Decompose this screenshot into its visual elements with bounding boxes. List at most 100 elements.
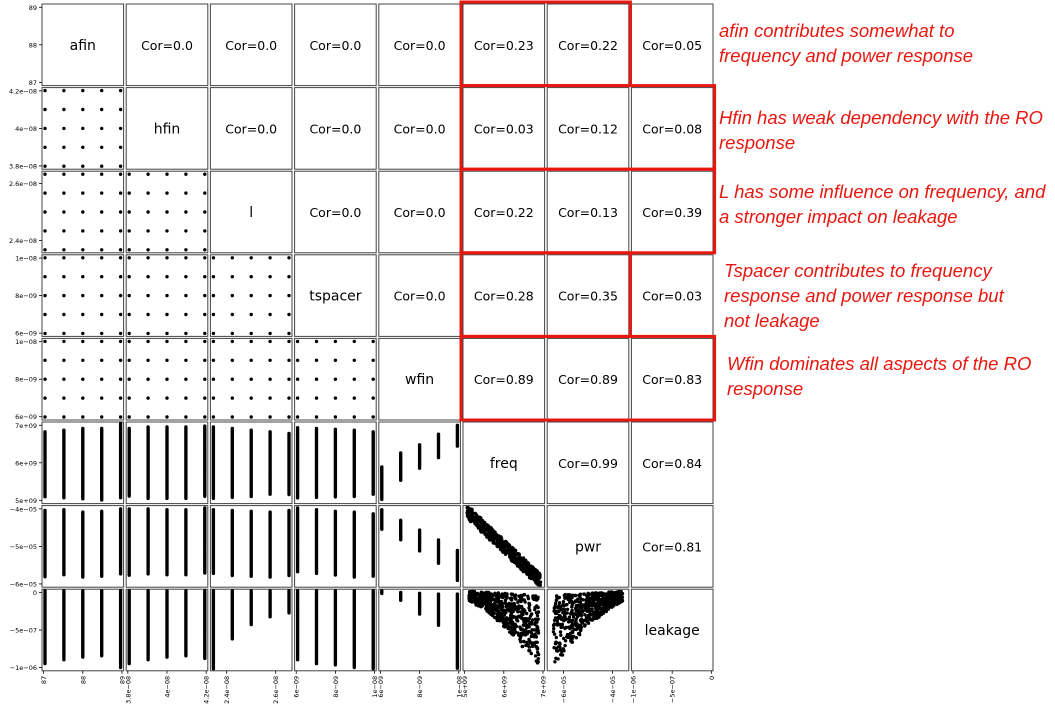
grid-point (81, 331, 85, 336)
grid-point (146, 172, 150, 176)
grid-point (371, 415, 375, 419)
grid-point (146, 331, 150, 336)
grid-point (211, 396, 216, 400)
grid-point (268, 331, 272, 336)
panel-frame (462, 421, 546, 505)
freq-leakage-point (509, 604, 513, 609)
grid-point (352, 377, 356, 381)
stripe-point (146, 496, 150, 501)
freq-pwr-point (489, 531, 493, 535)
grid-point (230, 256, 234, 260)
panel-frame (125, 3, 209, 87)
grid-point (249, 377, 253, 381)
stripe-point (211, 496, 216, 501)
correlation-label: Cor=0.0 (309, 205, 361, 220)
correlation-label: Cor=0.03 (474, 121, 534, 136)
grid-point (62, 358, 66, 362)
grid-point (249, 415, 253, 419)
freq-pwr-point (499, 535, 503, 539)
grid-point (81, 210, 85, 214)
grid-point (203, 415, 207, 419)
freq-leakage-point (519, 593, 523, 598)
stripe-point (455, 444, 460, 448)
grid-point (62, 191, 66, 195)
stripe-point (371, 492, 375, 496)
grid-point (287, 275, 291, 279)
freq-leakage-point (535, 604, 539, 608)
grid-point (287, 339, 291, 344)
grid-point (203, 377, 207, 381)
grid-point (43, 145, 47, 149)
grid-point (203, 312, 207, 317)
grid-point (43, 312, 47, 317)
freq-leakage-point (485, 604, 489, 609)
grid-point (118, 256, 123, 260)
grid-point (127, 358, 131, 362)
freq-pwr-point (529, 576, 533, 581)
grid-point (43, 126, 47, 131)
freq-leakage-point (514, 597, 518, 601)
freq-leakage-point (508, 630, 512, 634)
freq-pwr-point (521, 569, 526, 574)
freq-pwr-point (481, 527, 486, 531)
grid-point (62, 396, 66, 400)
freq-leakage-point (525, 640, 529, 645)
grid-point (127, 172, 131, 176)
grid-point (165, 191, 169, 195)
freq-leakage-point (504, 605, 508, 609)
pwr-leakage-point (567, 615, 572, 619)
grid-point (100, 358, 104, 362)
grid-point (118, 358, 123, 362)
correlation-label: Cor=0.23 (474, 38, 534, 53)
grid-point (268, 275, 272, 279)
freq-leakage-point (535, 624, 539, 628)
variable-label: pwr (575, 539, 601, 555)
grid-point (184, 312, 188, 317)
stripe-point (417, 612, 422, 616)
stripe-point (417, 549, 422, 553)
freq-pwr-point (526, 570, 530, 575)
freq-leakage-point (522, 623, 527, 627)
grid-point (352, 396, 356, 400)
grid-point (62, 172, 66, 176)
grid-point (165, 256, 169, 260)
stripe-point (380, 497, 384, 502)
freq-leakage-point (536, 657, 540, 661)
grid-point (165, 377, 169, 381)
freq-leakage-point (532, 628, 536, 632)
grid-point (249, 293, 253, 298)
variable-label: afin (70, 38, 96, 54)
freq-leakage-point (480, 599, 484, 603)
grid-point (62, 256, 66, 260)
freq-pwr-point (470, 516, 474, 520)
grid-point (100, 312, 104, 317)
freq-pwr-point (535, 569, 539, 573)
freq-pwr-point (469, 509, 473, 513)
freq-leakage-point (518, 636, 523, 640)
grid-point (211, 275, 216, 279)
stripe-point (295, 658, 300, 662)
freq-leakage-point (505, 618, 509, 622)
grid-point (184, 358, 188, 362)
pwr-leakage-point (552, 626, 556, 631)
freq-pwr-point (500, 540, 505, 544)
grid-point (100, 275, 104, 279)
stripe-point (203, 571, 207, 575)
grid-point (127, 377, 131, 381)
panel-frame (41, 3, 125, 87)
grid-point (184, 339, 188, 344)
grid-point (249, 256, 253, 260)
stripe-point (295, 570, 300, 574)
grid-point (118, 164, 123, 168)
grid-point (165, 293, 169, 298)
grid-point (295, 339, 300, 344)
stripe-point (100, 574, 104, 578)
freq-pwr-point (475, 519, 480, 523)
pwr-leakage-point (557, 601, 562, 605)
grid-point (62, 377, 66, 381)
grid-point (352, 339, 356, 344)
freq-leakage-point (520, 644, 524, 649)
stripe-point (417, 466, 422, 470)
grid-point (118, 415, 123, 419)
grid-point (118, 88, 123, 93)
